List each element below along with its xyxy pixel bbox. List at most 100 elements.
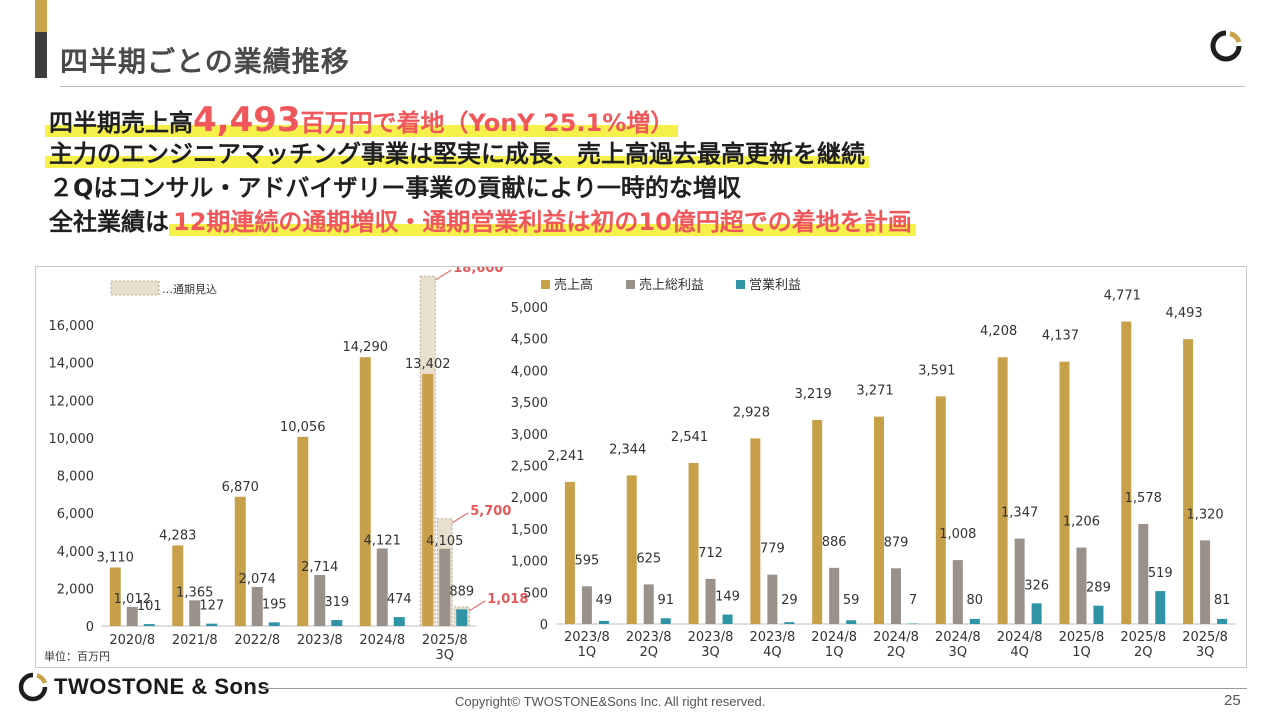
right-legend-swatch — [626, 280, 635, 289]
left-y-tick-label: 8,000 — [57, 470, 94, 485]
left-bar-gross — [189, 600, 201, 626]
left-data-label: 127 — [199, 599, 224, 614]
forecast-leader-line — [434, 269, 452, 281]
right-data-label: 4,137 — [1042, 329, 1079, 344]
right-data-label: 1,320 — [1186, 507, 1223, 522]
right-y-tick-label: 5,000 — [511, 301, 548, 316]
left-y-tick-label: 10,000 — [49, 432, 95, 447]
right-bar-gross — [581, 586, 592, 624]
right-category-label: 2024/8 4Q — [997, 630, 1043, 660]
right-data-label: 91 — [657, 593, 674, 608]
charts-svg: 0 2,000 4,000 6,000 8,000 10,000 12,000 14,000 1… — [44, 261, 1236, 663]
right-category-label: 2025/8 2Q — [1120, 630, 1166, 660]
right-category-label: 2023/8 4Q — [749, 630, 795, 660]
right-bar-op — [1217, 618, 1228, 624]
right-data-label: 4,771 — [1104, 289, 1141, 304]
headline-block: 四半期売上高4,493百万円で着地（YonY 25.1%増） 主力のエンジニアマ… — [45, 100, 916, 236]
left-data-label: 195 — [262, 597, 287, 612]
right-bar-gross — [643, 584, 654, 624]
right-data-label: 326 — [1024, 578, 1049, 593]
right-data-label: 81 — [1214, 593, 1231, 608]
right-data-label: 80 — [967, 593, 984, 608]
right-bar-revenue — [688, 462, 699, 624]
left-data-label: 10,056 — [280, 420, 326, 435]
right-bar-revenue — [997, 357, 1008, 624]
left-y-tick-label: 14,000 — [49, 357, 95, 372]
right-data-label: 712 — [698, 546, 723, 561]
left-data-label: 474 — [387, 592, 412, 607]
right-data-label: 149 — [715, 590, 740, 605]
left-data-label: 13,402 — [405, 357, 451, 372]
right-bar-revenue — [1183, 339, 1194, 624]
left-y-tick-label: 12,000 — [49, 394, 95, 409]
right-data-label: 59 — [843, 593, 860, 608]
right-category-label: 2024/8 2Q — [873, 630, 919, 660]
left-data-label: 1,012 — [114, 592, 151, 607]
right-legend-label: 売上高 — [554, 277, 593, 293]
right-bar-op — [598, 620, 609, 624]
right-y-tick-label: 2,000 — [511, 491, 548, 506]
left-category-label: 2022/8 — [234, 633, 280, 648]
right-data-label: 625 — [636, 551, 661, 566]
headline-line-1-highlight: 四半期売上高4,493百万円で着地（YonY 25.1%増） — [45, 100, 679, 140]
left-bar-op — [393, 617, 405, 626]
right-y-tick-label: 1,000 — [511, 555, 548, 570]
right-bar-revenue — [1121, 321, 1132, 624]
right-category-label: 2025/8 3Q — [1182, 630, 1228, 660]
right-data-label: 289 — [1086, 581, 1111, 596]
right-data-label: 1,578 — [1125, 491, 1162, 506]
right-bar-gross — [705, 578, 716, 624]
right-legend-label: 売上総利益 — [639, 277, 704, 293]
right-data-label: 4,208 — [980, 324, 1017, 339]
headline-line-2-text: 主力のエンジニアマッチング事業は堅実に成長、売上高過去最高更新を継続 — [45, 140, 869, 168]
left-category-label: 2024/8 — [359, 633, 405, 648]
right-bar-op — [784, 622, 795, 624]
headline-text: 四半期売上高 — [49, 109, 193, 137]
forecast-leader-line — [451, 512, 469, 524]
copyright-text: Copyright© TWOSTONE&Sons Inc. All right … — [455, 694, 766, 709]
right-data-label: 3,591 — [918, 363, 955, 378]
left-bar-revenue — [359, 357, 371, 626]
left-bar-op — [206, 623, 218, 626]
right-bar-gross — [891, 568, 901, 624]
forecast-label: 5,700 — [470, 504, 511, 519]
right-y-tick-label: 3,000 — [511, 428, 548, 443]
left-bar-revenue — [422, 373, 434, 626]
right-bar-op — [1093, 605, 1104, 624]
unit-label: 単位：百万円 — [44, 649, 110, 663]
left-bar-op — [456, 609, 468, 626]
left-data-label: 14,290 — [343, 340, 389, 355]
right-data-label: 7 — [909, 593, 917, 608]
left-data-label: 6,870 — [222, 480, 259, 495]
right-data-label: 29 — [781, 593, 798, 608]
headline-line-4-text: 全社業績は — [49, 208, 169, 236]
right-bar-op — [722, 614, 733, 624]
right-bar-op — [969, 618, 980, 624]
right-data-label: 3,219 — [795, 387, 832, 402]
title-accent-bar-dark — [35, 32, 47, 78]
left-category-label: 2020/8 — [109, 633, 155, 648]
right-bar-gross — [767, 574, 778, 624]
page-title: 四半期ごとの業績推移 — [60, 45, 350, 78]
left-data-label: 4,121 — [364, 533, 401, 548]
footer-logo-icon — [18, 672, 48, 702]
right-category-label: 2024/8 3Q — [935, 630, 981, 660]
left-data-label: 4,283 — [159, 528, 196, 543]
right-bar-gross — [1138, 523, 1149, 624]
right-bar-op — [660, 618, 671, 624]
right-category-label: 2023/8 3Q — [688, 630, 734, 660]
right-bar-gross — [1076, 547, 1087, 624]
forecast-legend-swatch — [110, 280, 160, 296]
headline-line-4: 全社業績は 12期連続の通期増収・通期営業利益は初の10億円超での着地を計画 — [45, 202, 916, 236]
left-bar-gross — [126, 606, 138, 626]
right-data-label: 886 — [822, 535, 847, 550]
left-category-label: 2025/8 3Q — [422, 633, 468, 663]
right-bar-revenue — [935, 396, 946, 624]
right-y-tick-label: 3,500 — [511, 396, 548, 411]
right-data-label: 49 — [596, 593, 613, 608]
footer-divider — [262, 688, 1247, 689]
right-y-tick-label: 0 — [540, 618, 548, 633]
right-data-label: 879 — [884, 535, 909, 550]
left-bar-gross — [376, 548, 388, 626]
page-number: 25 — [1224, 692, 1241, 709]
